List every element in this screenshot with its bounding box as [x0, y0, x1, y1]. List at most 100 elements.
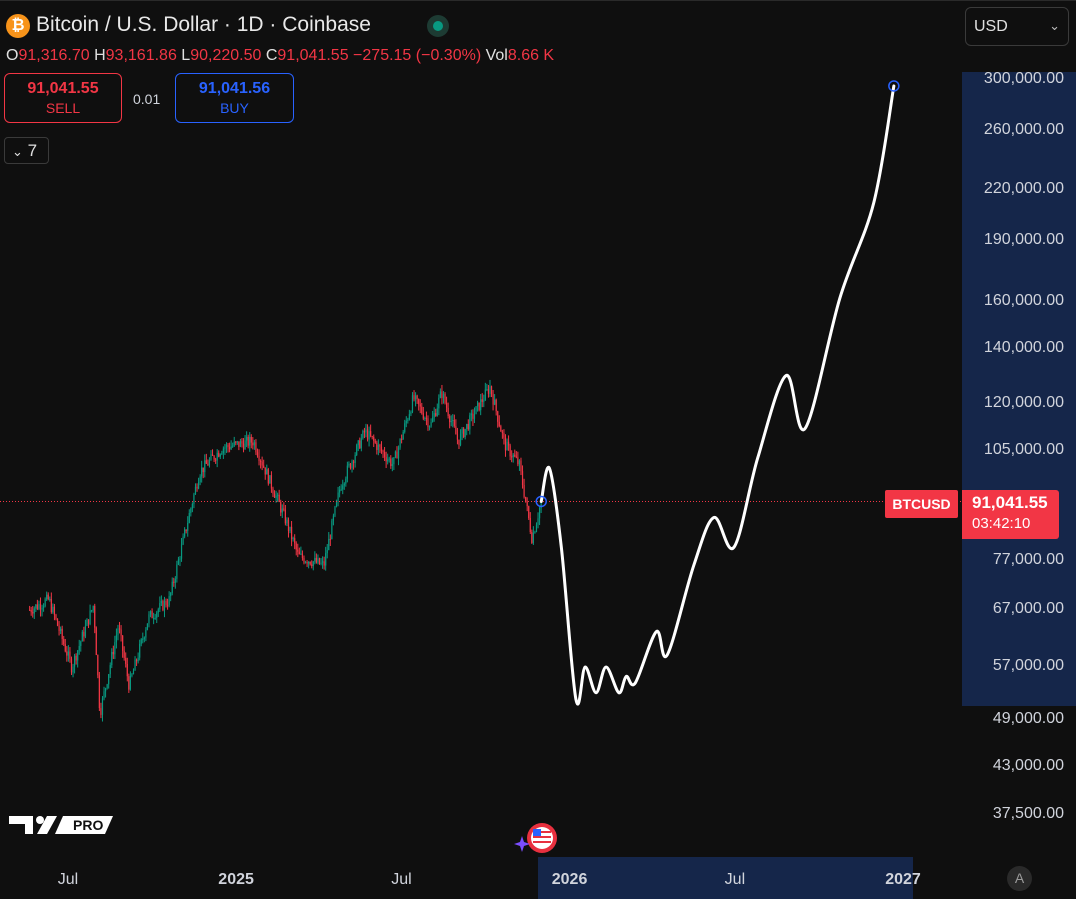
candle-body — [520, 460, 522, 472]
price-chart[interactable] — [0, 0, 962, 857]
candle-body — [242, 443, 245, 450]
candle-body — [397, 447, 400, 459]
candle-body — [326, 550, 328, 554]
candle-body — [177, 559, 180, 565]
candle-body — [196, 486, 198, 489]
ohlc-legend: O91,316.70 H93,161.86 L90,220.50 C91,041… — [6, 47, 554, 65]
auto-scale-button[interactable]: A — [1007, 866, 1032, 891]
candle-body — [365, 429, 367, 433]
candle-body — [153, 617, 155, 619]
candle-body — [118, 628, 121, 630]
buy-button[interactable]: 91,041.56 BUY — [175, 73, 294, 123]
sell-button[interactable]: 91,041.55 SELL — [4, 73, 122, 123]
candle-body — [416, 395, 418, 399]
candle-body — [101, 698, 104, 715]
candle-body — [241, 441, 243, 444]
candle-body — [104, 688, 107, 692]
candle-body — [123, 650, 125, 658]
candle-body — [221, 453, 223, 455]
candle-body — [503, 433, 505, 438]
candle-body — [349, 463, 352, 469]
candle-body — [318, 558, 321, 564]
candle-body — [532, 532, 534, 543]
candle-body — [269, 475, 271, 484]
candle-body — [421, 406, 423, 414]
candle-body — [255, 442, 257, 453]
candle-body — [32, 612, 34, 614]
market-open-status-icon[interactable] — [427, 15, 449, 37]
sparkle-icon — [514, 836, 530, 852]
close-label: C — [265, 47, 278, 64]
candle-body — [60, 628, 62, 631]
candle-body — [345, 478, 347, 484]
candle-body — [363, 430, 366, 433]
price-tick: 190,000.00 — [983, 231, 1064, 249]
candle-body — [272, 488, 274, 494]
candle-body — [190, 508, 192, 514]
candle-body — [38, 604, 40, 609]
candle-body — [376, 442, 378, 450]
price-tick: 49,000.00 — [992, 710, 1064, 728]
candle-body — [354, 455, 356, 463]
candle-body — [325, 553, 327, 566]
candle-body — [210, 454, 212, 460]
candle-body — [286, 519, 288, 524]
candle-body — [194, 486, 197, 495]
candle-body — [289, 526, 291, 531]
candle-body — [33, 608, 35, 614]
us-flag-event-icon[interactable] — [527, 823, 557, 853]
chart-title: Bitcoin / U.S. Dollar · 1D · Coinbase — [36, 13, 371, 36]
volume-label: Vol — [485, 47, 508, 64]
currency-select[interactable]: USD ⌄ — [965, 7, 1069, 46]
candle-body — [66, 651, 68, 656]
candle-body — [490, 386, 493, 395]
chevron-down-icon: ⌄ — [1049, 18, 1060, 33]
candle-body — [235, 441, 237, 443]
candle-body — [321, 561, 324, 563]
candle-body — [511, 456, 513, 458]
candle-body — [61, 628, 63, 640]
time-tick: 2025 — [218, 871, 254, 888]
candle-body — [145, 629, 147, 638]
candle-body — [148, 614, 150, 624]
time-tick: 2026 — [551, 871, 588, 888]
candle-body — [97, 655, 99, 676]
symbol-label: BTCUSD — [885, 490, 958, 518]
candle-body — [407, 419, 409, 421]
candle-body — [500, 426, 502, 432]
indicators-collapse-button[interactable]: ⌄ 7 — [4, 137, 49, 164]
candle-body — [80, 641, 82, 646]
price-tick: 120,000.00 — [983, 393, 1064, 411]
candle-body — [275, 495, 277, 498]
candle-body — [284, 509, 286, 524]
drawing-start-handle[interactable] — [535, 495, 547, 508]
candle-body — [332, 515, 335, 521]
candle-body — [414, 395, 417, 400]
high-value: 93,161.86 — [105, 47, 177, 64]
candle-body — [387, 459, 389, 462]
candle-body — [207, 463, 209, 466]
projection-drawing[interactable] — [539, 84, 896, 706]
candle-body — [160, 601, 162, 604]
candle-body — [441, 391, 443, 399]
candle-body — [514, 454, 516, 457]
candle-body — [122, 635, 124, 651]
candle-body — [470, 413, 472, 416]
candle-body — [202, 467, 204, 473]
candle-body — [213, 455, 215, 460]
candle-body — [458, 439, 460, 445]
candle-body — [534, 531, 536, 533]
price-tick: 57,000.00 — [992, 657, 1064, 674]
close-value: 91,041.55 — [277, 47, 349, 64]
candle-body — [253, 442, 255, 446]
candle-body — [111, 651, 113, 666]
candle-body — [292, 538, 294, 540]
candle-body — [472, 413, 474, 419]
candle-body — [182, 536, 184, 545]
drawing-end-handle[interactable] — [888, 80, 900, 92]
candle-body — [174, 578, 176, 583]
candle-body — [418, 398, 420, 405]
candle-body — [125, 657, 127, 664]
chevron-down-icon: ⌄ — [12, 144, 23, 159]
candle-body — [162, 601, 164, 611]
